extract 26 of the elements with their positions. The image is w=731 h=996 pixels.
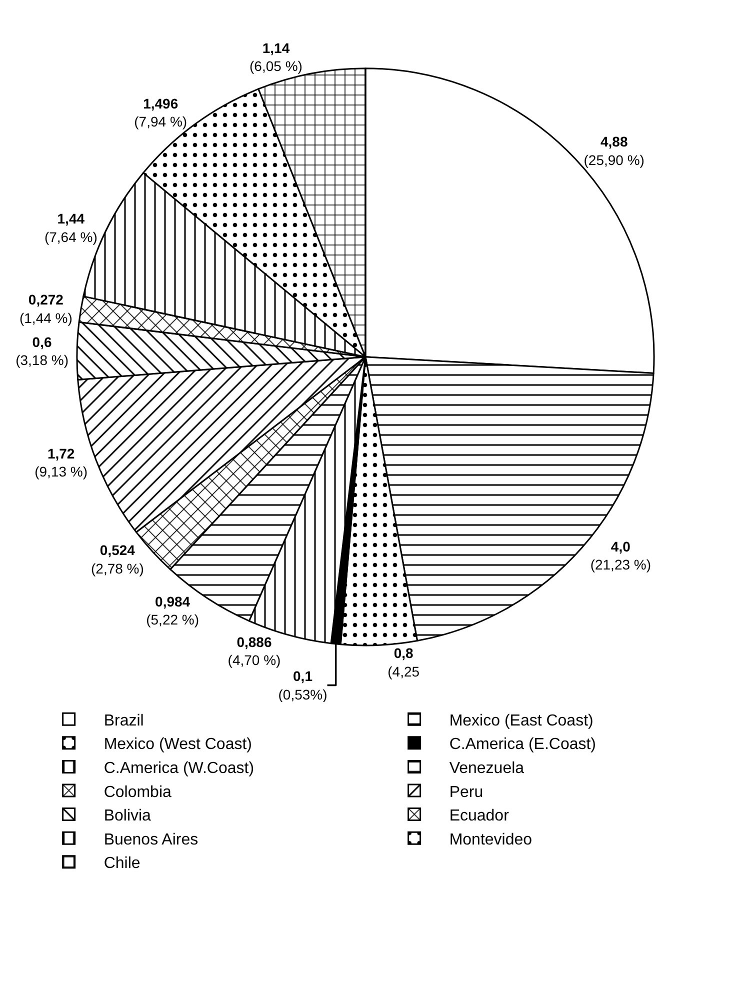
legend-label: Mexico (East Coast)	[449, 712, 594, 730]
legend-label: C.America (E.Coast)	[449, 736, 596, 754]
data-label: 0,8 (4,25	[388, 645, 420, 680]
data-label: 1,496 (7,94 %)	[134, 95, 188, 130]
legend-label: Bolivia	[104, 808, 152, 825]
legend-label: Montevideo	[449, 831, 532, 848]
data-label: 0,984 (5,22 %)	[146, 593, 200, 628]
legend-label: Venezuela	[449, 760, 524, 777]
data-label: 4,88 (25,90 %)	[584, 134, 644, 168]
data-label: 1,14 (6,05 %)	[250, 40, 302, 74]
legend-label: Colombia	[104, 784, 172, 801]
data-label: 0,1 (0,53%)	[278, 668, 328, 702]
data-label: 1,72 (9,13 %)	[34, 445, 88, 480]
data-label: 0,524 (2,78 %)	[90, 542, 144, 576]
data-label: 0,6 (3,18 %)	[16, 334, 68, 368]
legend-label: Peru	[449, 784, 484, 801]
legend-label: C.America (W.Coast)	[104, 760, 254, 777]
data-label: 0,272 (1,44 %)	[19, 292, 72, 326]
legend-label: Mexico (West Coast)	[104, 736, 252, 754]
data-label: 1,44 (7,64 %)	[44, 210, 98, 245]
legend-label: Brazil	[104, 712, 144, 730]
data-label: 0,886 (4,70 %)	[228, 634, 281, 668]
legend-label: Chile	[104, 855, 140, 872]
legend-label: Ecuador	[449, 808, 510, 825]
data-label: 4,0 (21,23 %)	[590, 538, 652, 573]
legend-label: Buenos Aires	[104, 831, 198, 848]
